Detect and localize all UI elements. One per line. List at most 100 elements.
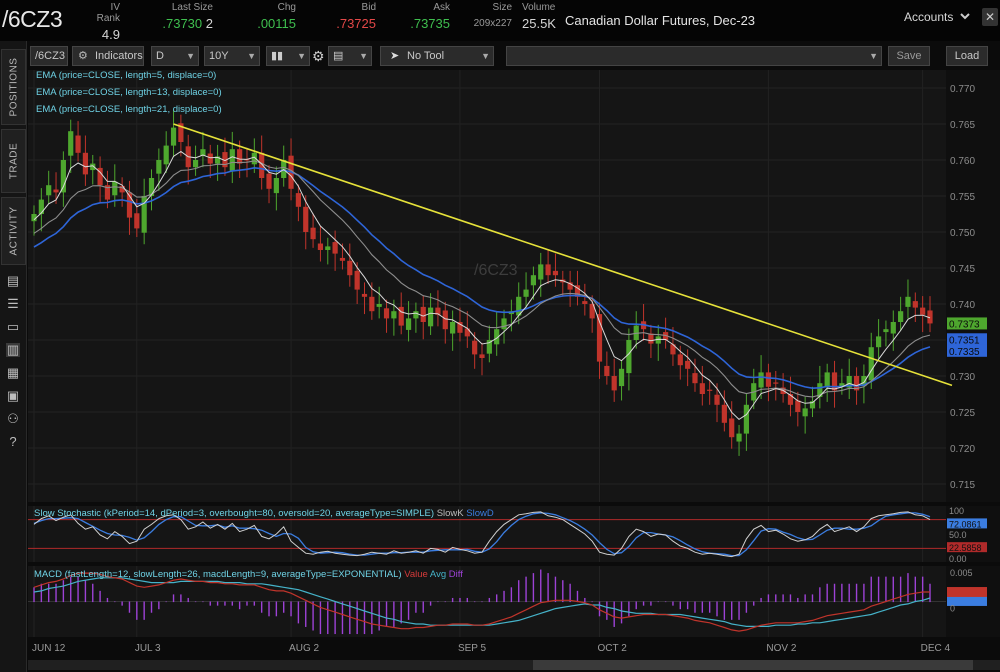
- candle-body: [391, 311, 397, 319]
- folder-icon[interactable]: ▭: [6, 319, 20, 334]
- size-label: Size: [492, 2, 512, 13]
- ema5-line: [33, 150, 931, 421]
- chg-value: .00115: [257, 16, 296, 31]
- aggregation-select[interactable]: D ▼: [151, 46, 199, 66]
- chevron-down-icon: ▼: [359, 51, 368, 61]
- drawing-style-select[interactable]: ▤ ▼: [328, 46, 372, 66]
- tab-trade-label: TRADE: [8, 142, 19, 180]
- last-size-value: .73730 2: [148, 15, 213, 32]
- candle-body: [927, 310, 933, 324]
- chart-canvas[interactable]: 0.770 0.765 0.760 0.755 0.750 0.745 0.740 0.735…: [28, 70, 1000, 672]
- candle-body: [427, 307, 434, 327]
- candle-body: [729, 418, 735, 438]
- people-icon[interactable]: ⚇: [7, 411, 19, 426]
- candle-body: [229, 149, 235, 172]
- candle-body: [494, 329, 500, 345]
- macd-tag-bg: [947, 596, 987, 606]
- candle-body: [207, 153, 213, 164]
- candle-body: [310, 227, 316, 240]
- load-button[interactable]: Load: [946, 46, 988, 66]
- chevron-down-icon[interactable]: [959, 10, 975, 26]
- settings-icon[interactable]: ⚙: [312, 48, 325, 64]
- drawing-tool-select[interactable]: ➤ No Tool ▼: [380, 46, 494, 66]
- ema13-label[interactable]: EMA (price=CLOSE, length=13, displace=0): [36, 87, 222, 98]
- price-tick-label: 0.720: [950, 444, 975, 455]
- quote-header: /6CZ3 IV Rank 4.9 Last Size .73730 2 Chg…: [0, 0, 1000, 42]
- price-tag-bg: [947, 317, 987, 330]
- stochastic-axis: [946, 506, 1000, 562]
- chg-stat: Chg .00115: [250, 2, 296, 32]
- list-icon[interactable]: ☰: [7, 296, 19, 311]
- chart-area[interactable]: 0.770 0.765 0.760 0.755 0.750 0.745 0.740 0.735…: [28, 70, 1000, 672]
- candle-body: [163, 145, 169, 165]
- tab-trade[interactable]: TRADE: [1, 129, 26, 193]
- candle-body: [721, 404, 727, 423]
- candle-body: [552, 270, 559, 276]
- macd-tick-label: 0: [950, 604, 955, 614]
- symbol-title[interactable]: /6CZ3: [2, 6, 63, 32]
- help-icon[interactable]: ?: [9, 434, 17, 449]
- stoch-k-line: [33, 511, 931, 558]
- chart-icon[interactable]: ▥: [6, 342, 20, 357]
- ema5-label[interactable]: EMA (price=CLOSE, length=5, displace=0): [36, 70, 217, 81]
- candle-body: [920, 307, 926, 315]
- candle-body: [450, 322, 456, 334]
- stoch-tag-bg: [947, 518, 987, 529]
- period-select[interactable]: 10Y ▼: [204, 46, 260, 66]
- candle-body: [148, 178, 155, 196]
- candle-body: [251, 152, 257, 165]
- close-icon[interactable]: ✕: [982, 8, 998, 26]
- candle-body: [347, 260, 353, 276]
- ema21-label[interactable]: EMA (price=CLOSE, length=21, displace=0): [36, 104, 222, 115]
- price-tick-label: 0.740: [950, 300, 975, 311]
- layout-icon[interactable]: ▣: [6, 388, 20, 403]
- candle-body: [582, 301, 588, 304]
- candle-body: [861, 376, 867, 387]
- candle-body: [692, 373, 698, 384]
- ask-value: .73735: [410, 16, 450, 31]
- macd-value-legend: Value: [404, 569, 428, 580]
- chart-name-field[interactable]: ▼: [506, 46, 882, 66]
- grid-icon[interactable]: ▦: [6, 365, 20, 380]
- volume-value: 25.5K: [522, 16, 556, 31]
- candle-body: [383, 308, 390, 319]
- period-value: 10Y: [209, 50, 229, 62]
- instrument-description: Canadian Dollar Futures, Dec-23: [565, 13, 756, 28]
- stochastic-label[interactable]: Slow Stochastic (kPeriod=14, dPeriod=3, …: [34, 508, 494, 519]
- aggregation-value: D: [156, 50, 164, 62]
- price-tag-label: 0.7335: [949, 347, 980, 358]
- indicators-button[interactable]: ⚙ Indicators: [72, 46, 144, 66]
- candle-body: [567, 282, 573, 290]
- candle-body: [479, 354, 485, 358]
- candle-body: [898, 311, 904, 322]
- price-tag-bg: [947, 333, 987, 346]
- price-tick-label: 0.725: [950, 408, 975, 419]
- macd-label[interactable]: MACD (fastLength=12, slowLength=26, macd…: [34, 569, 463, 580]
- candle-body: [773, 382, 779, 384]
- tab-activity[interactable]: ACTIVITY: [1, 197, 26, 265]
- chart-style-select[interactable]: ▮▮ ▼: [266, 46, 310, 66]
- candle-body: [222, 152, 228, 168]
- chevron-down-icon: ▼: [186, 51, 195, 61]
- candle-body: [574, 285, 581, 297]
- candle-body: [736, 433, 742, 442]
- candle-body: [618, 368, 625, 387]
- tab-positions[interactable]: POSITIONS: [1, 49, 26, 125]
- candle-body: [758, 372, 764, 388]
- chart-symbol-field[interactable]: /6CZ3: [30, 46, 68, 66]
- candle-body: [339, 257, 346, 261]
- symbol-watermark: /6CZ3: [474, 262, 518, 279]
- accounts-menu[interactable]: Accounts: [904, 10, 954, 24]
- save-button[interactable]: Save: [888, 46, 930, 66]
- ema21-line: [33, 166, 931, 390]
- macd-value-line: [33, 572, 930, 632]
- candle-body: [795, 400, 801, 412]
- candle-body: [648, 333, 654, 344]
- candle-body: [883, 329, 889, 333]
- candle-body: [376, 304, 382, 307]
- candle-body: [538, 264, 544, 280]
- macd-params: MACD (fastLength=12, slowLength=26, macd…: [34, 569, 402, 580]
- document-icon[interactable]: ▤: [6, 273, 20, 288]
- candle-body: [875, 336, 882, 348]
- candle-body: [413, 311, 419, 319]
